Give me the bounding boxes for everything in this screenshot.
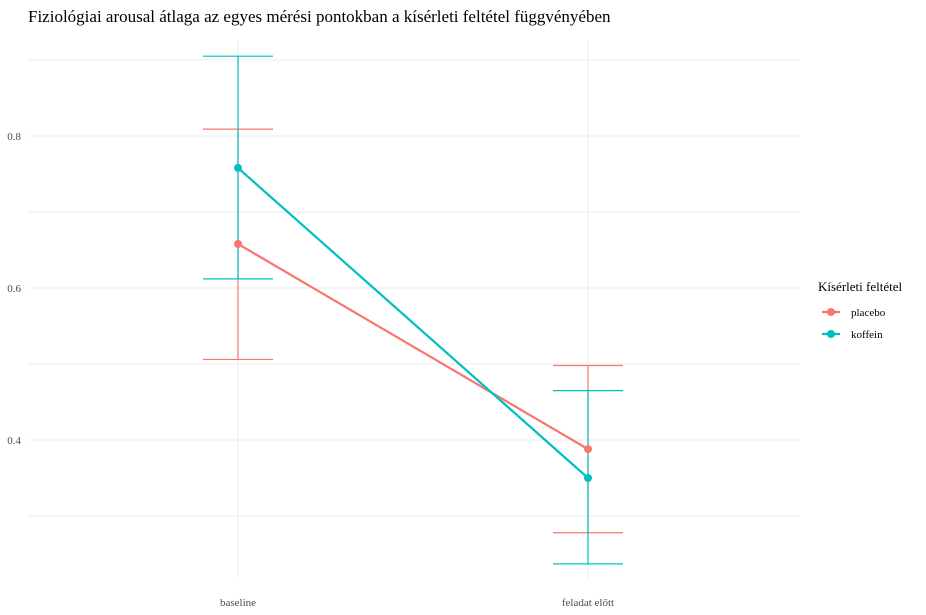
data-point-koffein [234, 163, 242, 172]
data-point-koffein [584, 474, 592, 482]
data-points [234, 163, 592, 482]
grid [28, 40, 800, 578]
legend-label: koffein [851, 329, 883, 341]
legend: Kísérleti feltétel placebo koffein [818, 279, 902, 341]
legend-key-point [827, 308, 835, 316]
legend-title: Kísérleti feltétel [818, 279, 902, 294]
y-tick-label: 0.6 [7, 283, 21, 295]
y-axis-ticks: 0.4 0.6 0.8 [7, 131, 21, 447]
data-point-placebo [234, 239, 242, 248]
series-line-koffein [237, 167, 589, 479]
legend-item-koffein: koffein [822, 329, 883, 341]
legend-key-point [827, 330, 835, 338]
legend-item-placebo: placebo [822, 307, 886, 319]
data-point-placebo [584, 445, 592, 454]
x-tick-label: feladat előtt [562, 597, 614, 609]
x-tick-label: baseline [220, 597, 256, 609]
series-line-placebo [237, 242, 589, 451]
chart-title: Fiziológiai arousal átlaga az egyes méré… [28, 7, 611, 26]
x-axis-ticks: baseline feladat előtt [220, 597, 614, 609]
series-lines [237, 167, 589, 479]
y-tick-label: 0.8 [7, 131, 21, 143]
error-bars [203, 55, 623, 565]
y-tick-label: 0.4 [7, 435, 21, 447]
legend-label: placebo [851, 307, 886, 319]
